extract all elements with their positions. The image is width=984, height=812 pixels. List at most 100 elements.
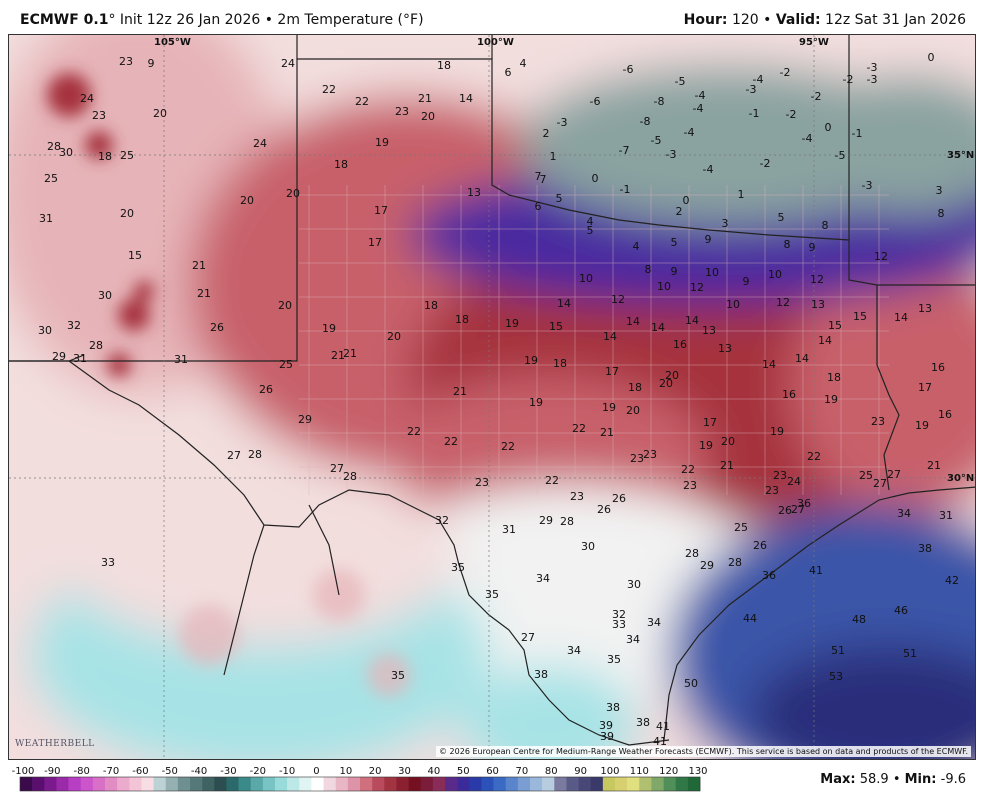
temperature-value: 44 [743, 612, 757, 625]
colorbar-tick: -20 [250, 766, 266, 777]
colorbar-swatch [287, 777, 300, 791]
colorbar-swatch [530, 777, 543, 791]
temperature-value: 20 [278, 299, 292, 312]
temperature-value: 5 [671, 236, 678, 249]
temperature-value: 14 [557, 297, 571, 310]
hour-value: 120 [731, 12, 759, 28]
temperature-value: 16 [673, 338, 687, 351]
temperature-value: 19 [505, 317, 519, 330]
temperature-value: 25 [120, 149, 134, 162]
temperature-value: -3 [867, 61, 878, 74]
temperature-value: -6 [623, 63, 634, 76]
colorbar-tick: 40 [428, 766, 441, 777]
colorbar-swatch [627, 777, 640, 791]
temperature-value: -8 [654, 95, 665, 108]
temperature-value: -5 [835, 149, 846, 162]
colorbar-swatch [578, 777, 592, 791]
temperature-value: 34 [626, 633, 640, 646]
temperature-value: 15 [128, 249, 142, 262]
temperature-value: 19 [529, 396, 543, 409]
temperature-value: 9 [705, 233, 712, 246]
colorbar-swatch [250, 777, 264, 791]
temperature-value: 18 [424, 299, 438, 312]
temperature-value: -4 [695, 89, 706, 102]
temperature-value: 26 [778, 504, 792, 517]
temperature-value: 0 [825, 121, 832, 134]
temperature-value: 6 [535, 200, 542, 213]
temperature-value: 31 [174, 353, 188, 366]
colorbar-tick: 130 [688, 766, 707, 777]
temperature-value: 12 [690, 281, 704, 294]
temperature-value: 17 [605, 365, 619, 378]
temperature-value: -4 [693, 102, 704, 115]
temperature-value: 18 [553, 357, 567, 370]
colorbar-swatch [141, 777, 154, 791]
temperature-value: 41 [809, 564, 823, 577]
temperature-value: 21 [197, 287, 211, 300]
temperature-value: 9 [809, 241, 816, 254]
colorbar-tick: -50 [162, 766, 178, 777]
temperature-value: 26 [753, 539, 767, 552]
temperature-value: 14 [762, 358, 776, 371]
temperature-value: 32 [612, 608, 626, 621]
colorbar-swatch [323, 777, 337, 791]
temperature-value: 41 [656, 720, 670, 733]
hour-label: Hour [683, 12, 722, 28]
temperature-value: 34 [647, 616, 661, 629]
temperature-value: -8 [640, 115, 651, 128]
temperature-value: 35 [391, 669, 405, 682]
colorbar-swatch [481, 777, 494, 791]
colorbar-tick: 30 [398, 766, 411, 777]
temperature-value: 14 [459, 92, 473, 105]
colorbar-swatch [420, 777, 434, 791]
colorbar-swatch [469, 777, 482, 791]
temperature-value: 12 [810, 273, 824, 286]
colorbar-tick: 20 [369, 766, 382, 777]
temperature-value: 22 [681, 463, 695, 476]
colorbar-swatch [299, 777, 312, 791]
temperature-value: 21 [331, 349, 345, 362]
temperature-value: 30 [98, 289, 112, 302]
temperature-value: 46 [894, 604, 908, 617]
colorbar-swatch [347, 777, 361, 791]
init-info: ° Init 12z 26 Jan 2026 • 2m Temperature … [108, 12, 424, 28]
temperature-value: 39 [599, 719, 613, 732]
temperature-value: -2 [811, 90, 822, 103]
temperature-value: 10 [657, 280, 671, 293]
colorbar: -100 -90 -80 -70 -60 -50 -40 -30 -20 -10 0 10 20 30 40… [0, 760, 984, 808]
colorbar-swatch [190, 777, 203, 791]
temperature-value: 29 [52, 350, 66, 363]
colorbar-tick: 100 [600, 766, 619, 777]
temperature-value: 8 [822, 219, 829, 232]
temperature-value: 38 [606, 701, 620, 714]
temperature-value: 13 [718, 342, 732, 355]
temperature-value: 30 [38, 324, 52, 337]
temperature-value: 20 [120, 207, 134, 220]
colorbar-swatch [651, 777, 664, 791]
temperature-value: 0 [683, 194, 690, 207]
temperature-value: -3 [557, 116, 568, 129]
state-borders [9, 35, 975, 746]
temperature-value: 26 [597, 503, 611, 516]
temperature-value: 2 [543, 127, 550, 140]
temperature-value: 32 [67, 319, 81, 332]
temperature-value: 19 [322, 322, 336, 335]
temperature-value: 24 [787, 475, 801, 488]
temperature-value: 23 [871, 415, 885, 428]
colorbar-swatch [80, 777, 94, 791]
colorbar-swatch [590, 777, 604, 791]
temperature-value: -2 [760, 157, 771, 170]
temperature-value: 9 [671, 265, 678, 278]
temperature-value: 33 [101, 556, 115, 569]
colorbar-swatch [68, 777, 82, 791]
temperature-value: 25 [44, 172, 58, 185]
temperature-value: 4 [587, 215, 594, 228]
temperature-value: -3 [867, 73, 878, 86]
temperature-value: 28 [728, 556, 742, 569]
temperature-value: 25 [279, 358, 293, 371]
temperature-value: -7 [619, 144, 630, 157]
temperature-value: 30 [627, 578, 641, 591]
colorbar-tick: -60 [132, 766, 148, 777]
temperature-map: 23 9 24 23 20 28 30 18 25 24 25 20 31 20 15 21 30 21 30 32 2… [8, 34, 976, 760]
